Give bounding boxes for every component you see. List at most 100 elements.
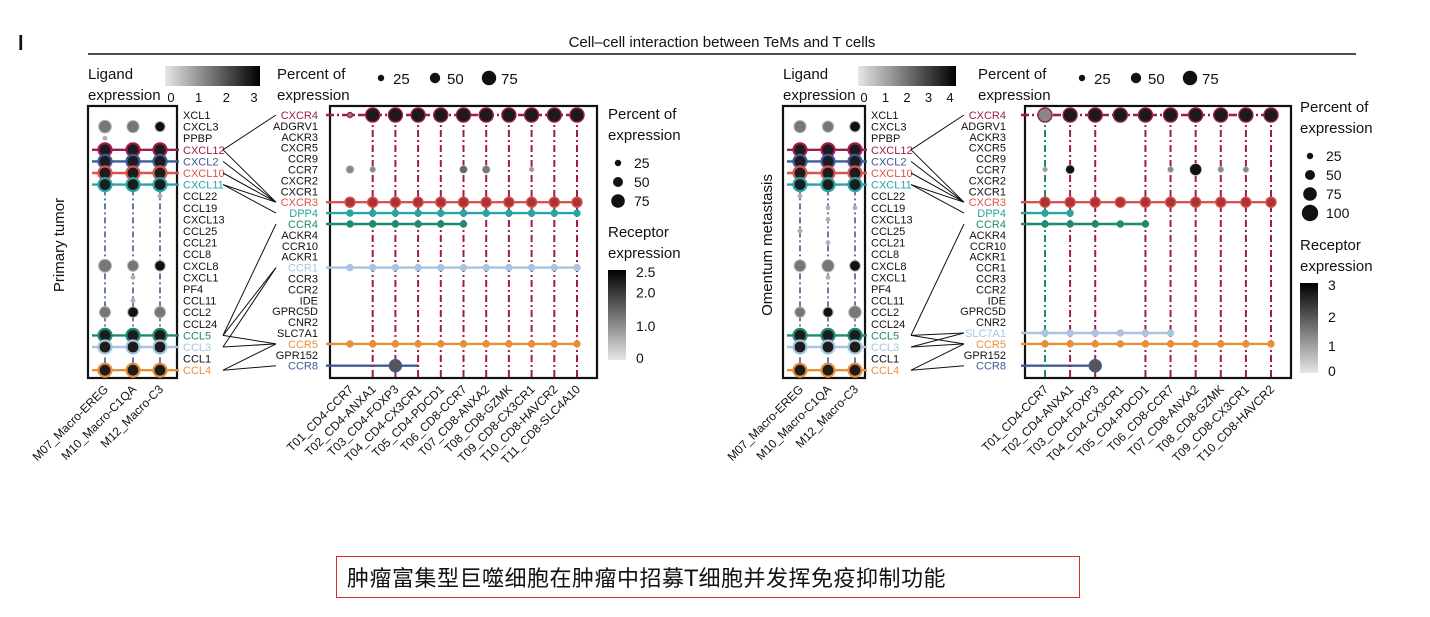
panel1-ligand-tick-0: 0 (167, 90, 174, 105)
panel1-ligand-label-XCL1: XCL1 (183, 110, 211, 122)
panel2-receptor-legend-title: Receptor (1300, 237, 1361, 254)
panel2-receptor-legend-title: expression (1300, 258, 1373, 275)
panel1-receptor-dot-CXCR3-7 (503, 196, 515, 208)
panel1-row-label: Primary tumor (51, 198, 68, 292)
panel1-receptor-dot-CXCR3-5 (457, 196, 470, 208)
panel1-ligand-dot-CCL2-2 (153, 306, 167, 319)
panel1-ligand-label-CXCL12: CXCL12 (183, 145, 225, 157)
panel2-receptor-label-CCR3: CCR3 (976, 274, 1006, 286)
panel1-receptor-dot-CXCR3-1 (367, 196, 379, 208)
panel2-receptor-dot-CCR7-7 (1217, 166, 1225, 173)
panel2-receptor-label-CXCR5: CXCR5 (969, 143, 1006, 155)
panel1-receptor-label-GPRC5D: GPRC5D (272, 306, 318, 318)
panel1-ligand-tick-2: 2 (223, 90, 230, 105)
panel1-ligand-label-CCL19: CCL19 (183, 203, 217, 215)
panel2-percent-right-label-50: 50 (1326, 167, 1342, 183)
panel2-ligand-dot-CCL2-1 (822, 306, 834, 318)
panel2-percent-top-label-25: 25 (1094, 71, 1111, 88)
panel1-connector-11 (222, 343, 277, 371)
panel1-percent-legend-top-title: Percent of (277, 66, 346, 83)
panel2-ligand-label-CCL21: CCL21 (871, 238, 905, 250)
panel2-receptor-dot-SLC7A1-0 (1041, 329, 1049, 337)
panel2-receptor-label-DPP4: DPP4 (977, 208, 1006, 220)
panel2-receptor-label-CXCR4: CXCR4 (969, 110, 1006, 122)
panel1-receptor-dot-CXCR4-7 (501, 107, 517, 123)
panel1-percent-top-label-75: 75 (501, 71, 518, 88)
panel1-receptor-dot-CCR1-0 (346, 263, 354, 272)
panel2-ligand-tick-0: 0 (860, 90, 867, 105)
panel1-receptor-label-CXCR1: CXCR1 (281, 186, 318, 198)
panel1-receptor-dot-CCR5-10 (573, 340, 581, 348)
caption-text: 肿瘤富集型巨噬细胞在肿瘤中招募T细胞并发挥免疫抑制功能 (347, 567, 946, 592)
panel2-receptor-label-GPRC5D: GPRC5D (960, 306, 1006, 318)
panel1-receptor-dot-DPP4-6 (482, 209, 490, 217)
panel2-ligand-dot-CXCL8-1 (821, 259, 835, 273)
panel1-ligand-label-PPBP: PPBP (183, 133, 212, 145)
panel1-receptor-box (328, 104, 599, 380)
panel2-percent-right-dot-50 (1305, 170, 1315, 180)
panel2-connector-3 (910, 172, 965, 203)
panel2-ligand-label-CCL4: CCL4 (871, 365, 899, 377)
panel1-percent-top-dot-75 (481, 70, 497, 86)
panel2-receptor-dot-CXCR3-1 (1064, 196, 1076, 208)
panel1-percent-right-dot-50 (613, 177, 623, 187)
panel2-receptor-dot-CXCR3-5 (1164, 196, 1177, 208)
panel1-receptor-label-IDE: IDE (300, 295, 318, 307)
panel2-ligand-dot-CXCL11-1 (820, 177, 836, 193)
panel1-receptor-label-CCR3: CCR3 (288, 274, 318, 286)
panel1-receptor-dot-CXCR3-2 (389, 196, 402, 208)
panel2-receptor-dot-CCR7-6 (1189, 163, 1203, 176)
panel1-ligand-dot-CCL4-1 (125, 362, 141, 378)
panel1-receptor-tick-1.0: 1.0 (636, 318, 656, 334)
panel2-ligand-label-CXCL1: CXCL1 (871, 272, 906, 284)
panel2-receptor-dot-CCR5-5 (1166, 340, 1175, 348)
panel2-receptor-dot-CXCR3-9 (1265, 196, 1277, 208)
panel1-receptor-dot-CCR4-3 (414, 220, 422, 228)
panel1-ligand-label-CXCL1: CXCL1 (183, 272, 218, 284)
panel1-percent-legend-right-title: expression (608, 127, 681, 144)
panel2-ligand-legend-title: Ligand (783, 66, 828, 83)
panel1-receptor-dot-DPP4-10 (573, 209, 581, 217)
panel2-receptor-dot-CXCR3-8 (1240, 196, 1252, 208)
panel1-receptor-label-CCR2: CCR2 (288, 284, 318, 296)
panel2-receptor-tick-3: 3 (1328, 277, 1336, 293)
panel1-receptor-dot-DPP4-5 (459, 209, 468, 217)
panel1-receptor-dot-CCR5-7 (505, 340, 513, 348)
panel1-ligand-label-CXCL11: CXCL11 (183, 180, 224, 192)
panel2-receptor-label-CXCR2: CXCR2 (969, 175, 1006, 187)
panel1-receptor-label-SLC7A1: SLC7A1 (277, 328, 318, 340)
panel2-receptor-label-CCR10: CCR10 (970, 241, 1006, 253)
panel1-receptor-label-CNR2: CNR2 (288, 317, 318, 329)
panel1-receptor-dot-CCR1-10 (573, 263, 581, 272)
panel1-receptor-dot-CXCR3-4 (435, 196, 447, 208)
panel2-receptor-label-ACKR1: ACKR1 (969, 252, 1006, 264)
panel1-connector-3 (222, 172, 277, 203)
panel2-ligand-label-CXCL12: CXCL12 (871, 145, 913, 157)
panel1-ligand-dot-PPBP-0 (102, 135, 108, 141)
panel2-receptor-label-CCR4: CCR4 (976, 219, 1006, 231)
panel2-ligand-label-CCL11: CCL11 (871, 296, 904, 308)
panel2-receptor-dot-SLC7A1-2 (1091, 329, 1099, 337)
panel1-receptor-legend-title: expression (608, 245, 681, 262)
panel1-ligand-label-CXCL13: CXCL13 (183, 214, 225, 226)
panel2-ligand-label-CCL22: CCL22 (871, 191, 905, 203)
panel2-ligand-label-CCL1: CCL1 (871, 354, 899, 366)
panel2-connector-9 (910, 332, 965, 348)
panel1-percent-right-label-75: 75 (634, 193, 650, 209)
panel2-ligand-dot-CCL3-0 (792, 339, 808, 355)
panel1-percent-top-label-50: 50 (447, 71, 464, 88)
panel1-connector-6 (222, 223, 277, 336)
panel1-receptor-legend-title: Receptor (608, 224, 669, 241)
panel2-ligand-label-CCL19: CCL19 (871, 203, 905, 215)
panel1-receptor-dot-CXCR4-9 (546, 107, 562, 123)
panel1-ligand-label-CCL4: CCL4 (183, 365, 211, 377)
panel2-receptor-dot-CXCR3-0 (1039, 196, 1051, 208)
panel2-ligand-label-CCL5: CCL5 (871, 330, 899, 342)
panel1-ligand-dot-CXCL3-1 (126, 119, 140, 134)
panel1-percent-right-dot-25 (614, 159, 622, 167)
panel1-receptor-dot-DPP4-0 (346, 209, 354, 217)
panel1-connector-7 (222, 267, 277, 336)
panel1-receptor-dot-CXCR3-3 (412, 196, 424, 208)
panel2-receptor-label-ACKR3: ACKR3 (969, 132, 1006, 144)
